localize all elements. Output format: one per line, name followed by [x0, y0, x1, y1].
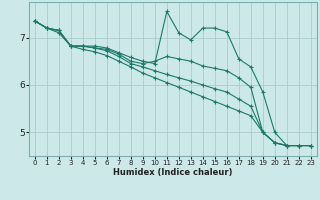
X-axis label: Humidex (Indice chaleur): Humidex (Indice chaleur) — [113, 168, 233, 177]
